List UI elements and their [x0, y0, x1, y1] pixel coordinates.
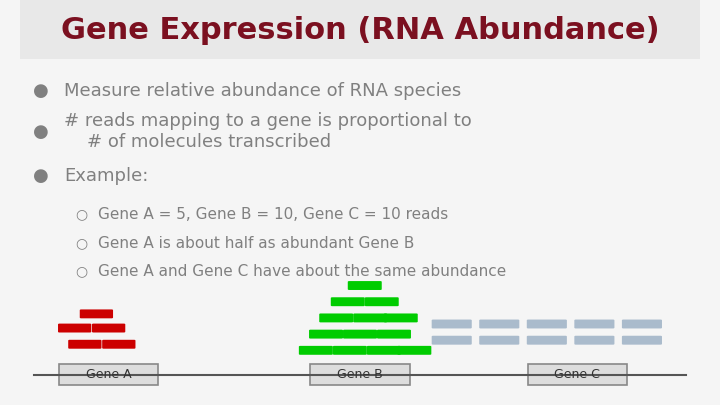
Text: Gene A and Gene C have about the same abundance: Gene A and Gene C have about the same ab… — [99, 264, 507, 279]
Text: Gene C: Gene C — [554, 368, 600, 381]
Text: Gene Expression (RNA Abundance): Gene Expression (RNA Abundance) — [60, 16, 660, 45]
FancyBboxPatch shape — [575, 336, 614, 345]
FancyBboxPatch shape — [365, 297, 399, 306]
Text: Example:: Example: — [65, 167, 149, 185]
FancyBboxPatch shape — [299, 346, 333, 355]
FancyBboxPatch shape — [480, 336, 519, 345]
Text: Gene A: Gene A — [86, 368, 132, 381]
FancyBboxPatch shape — [20, 0, 700, 59]
FancyBboxPatch shape — [68, 340, 102, 349]
FancyBboxPatch shape — [432, 320, 472, 328]
Text: ○: ○ — [76, 264, 88, 278]
FancyBboxPatch shape — [528, 364, 627, 385]
FancyBboxPatch shape — [330, 297, 365, 306]
Text: ●: ● — [33, 82, 48, 100]
FancyBboxPatch shape — [527, 336, 567, 345]
Text: ○: ○ — [76, 208, 88, 222]
FancyBboxPatch shape — [354, 313, 387, 322]
FancyBboxPatch shape — [397, 346, 431, 355]
FancyBboxPatch shape — [575, 320, 614, 328]
FancyBboxPatch shape — [92, 324, 125, 333]
FancyBboxPatch shape — [58, 324, 91, 333]
FancyBboxPatch shape — [59, 364, 158, 385]
FancyBboxPatch shape — [102, 340, 135, 349]
FancyBboxPatch shape — [348, 281, 382, 290]
Text: ○: ○ — [76, 236, 88, 250]
Text: Gene A = 5, Gene B = 10, Gene C = 10 reads: Gene A = 5, Gene B = 10, Gene C = 10 rea… — [99, 207, 449, 222]
FancyBboxPatch shape — [309, 330, 343, 339]
FancyBboxPatch shape — [333, 346, 366, 355]
FancyBboxPatch shape — [343, 330, 377, 339]
FancyBboxPatch shape — [319, 313, 354, 322]
Text: Gene A is about half as abundant Gene B: Gene A is about half as abundant Gene B — [99, 235, 415, 251]
FancyBboxPatch shape — [622, 320, 662, 328]
FancyBboxPatch shape — [384, 313, 418, 322]
FancyBboxPatch shape — [527, 320, 567, 328]
Text: ●: ● — [33, 123, 48, 141]
FancyBboxPatch shape — [480, 320, 519, 328]
Text: Gene B: Gene B — [337, 368, 383, 381]
FancyBboxPatch shape — [80, 309, 113, 318]
FancyBboxPatch shape — [366, 346, 401, 355]
Text: Measure relative abundance of RNA species: Measure relative abundance of RNA specie… — [65, 82, 462, 100]
FancyBboxPatch shape — [377, 330, 411, 339]
FancyBboxPatch shape — [310, 364, 410, 385]
Text: # reads mapping to a gene is proportional to
    # of molecules transcribed: # reads mapping to a gene is proportiona… — [65, 112, 472, 151]
Text: ●: ● — [33, 167, 48, 185]
FancyBboxPatch shape — [622, 336, 662, 345]
FancyBboxPatch shape — [432, 336, 472, 345]
